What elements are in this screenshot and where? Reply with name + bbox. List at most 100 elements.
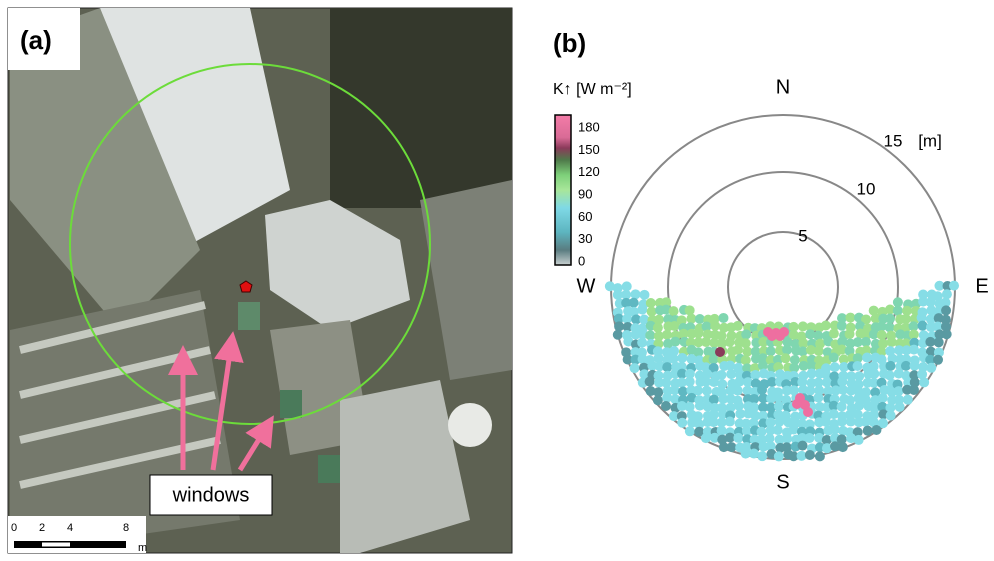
dot — [878, 338, 889, 349]
dot — [806, 368, 817, 379]
dot — [758, 441, 769, 452]
dot — [828, 409, 839, 420]
dot — [628, 297, 639, 308]
dot — [637, 337, 648, 348]
scale-tick: 8 — [123, 522, 129, 534]
dot — [717, 379, 728, 390]
dot — [829, 424, 840, 435]
dot — [894, 345, 905, 356]
dot — [765, 355, 776, 366]
dot — [788, 330, 799, 341]
dot — [653, 338, 664, 349]
dot — [804, 449, 815, 460]
dot — [813, 377, 824, 388]
dot — [845, 338, 856, 349]
dot — [604, 281, 615, 292]
dot — [639, 369, 650, 380]
dot — [788, 424, 799, 435]
direction-label: W — [577, 275, 596, 297]
dot — [693, 347, 704, 358]
dot — [820, 416, 831, 427]
dot — [709, 337, 720, 348]
dot — [781, 394, 792, 405]
dot — [614, 321, 625, 332]
colorbar — [554, 114, 572, 266]
dot — [670, 368, 681, 379]
colorbar-tick-label: 30 — [578, 231, 592, 246]
dot — [853, 434, 864, 445]
dot — [869, 368, 880, 379]
dot — [652, 322, 663, 333]
dot — [788, 321, 799, 332]
dot — [836, 344, 847, 355]
dot — [792, 399, 802, 409]
dot — [798, 338, 809, 349]
dot — [693, 337, 704, 348]
dot — [852, 337, 863, 348]
dot — [765, 441, 776, 452]
dot — [669, 385, 680, 396]
dot — [813, 345, 824, 356]
dot — [686, 313, 697, 324]
dot — [694, 314, 705, 325]
dot — [732, 344, 743, 355]
dot — [661, 304, 672, 315]
dot — [621, 289, 632, 300]
dot — [918, 330, 929, 341]
dot — [677, 386, 688, 397]
dot — [692, 411, 703, 422]
dot — [884, 322, 895, 333]
dot — [797, 321, 808, 332]
dot — [757, 451, 768, 462]
dot — [661, 377, 672, 388]
dot — [797, 440, 808, 451]
dot — [669, 346, 680, 357]
dot — [684, 376, 695, 387]
dot — [837, 376, 848, 387]
dot — [821, 443, 832, 454]
colorbar-tick-label: 60 — [578, 209, 592, 224]
dot — [774, 434, 785, 445]
dot — [854, 371, 865, 382]
dot — [868, 377, 879, 388]
dot — [789, 362, 800, 373]
dot — [805, 329, 816, 340]
dot — [796, 450, 807, 461]
dot — [748, 448, 759, 459]
dot — [668, 306, 679, 317]
dot — [733, 432, 744, 443]
dot — [893, 386, 904, 397]
dot — [756, 384, 767, 395]
dot — [694, 426, 705, 437]
dot — [612, 289, 623, 300]
dot — [780, 353, 791, 364]
dot — [701, 385, 712, 396]
dot — [837, 313, 848, 324]
dot — [645, 297, 656, 308]
dot — [765, 417, 776, 428]
ring-label: 5 — [798, 226, 807, 245]
dot — [686, 392, 697, 403]
dot — [700, 336, 711, 347]
dot — [846, 433, 857, 444]
annotation-box — [149, 474, 273, 516]
dot — [684, 401, 695, 412]
dot — [844, 329, 855, 340]
dot — [925, 336, 936, 347]
dot — [742, 434, 753, 445]
dot — [909, 370, 920, 381]
dot — [702, 329, 713, 340]
dot — [820, 369, 831, 380]
dot — [855, 321, 866, 332]
dot — [934, 280, 945, 291]
dot — [933, 354, 944, 365]
dot — [654, 361, 665, 372]
dot — [773, 401, 784, 412]
dot — [804, 433, 815, 444]
dot — [940, 297, 951, 308]
dot — [630, 289, 641, 300]
dot — [782, 433, 793, 444]
dot — [836, 320, 847, 331]
dot — [708, 417, 719, 428]
dot — [725, 402, 736, 413]
